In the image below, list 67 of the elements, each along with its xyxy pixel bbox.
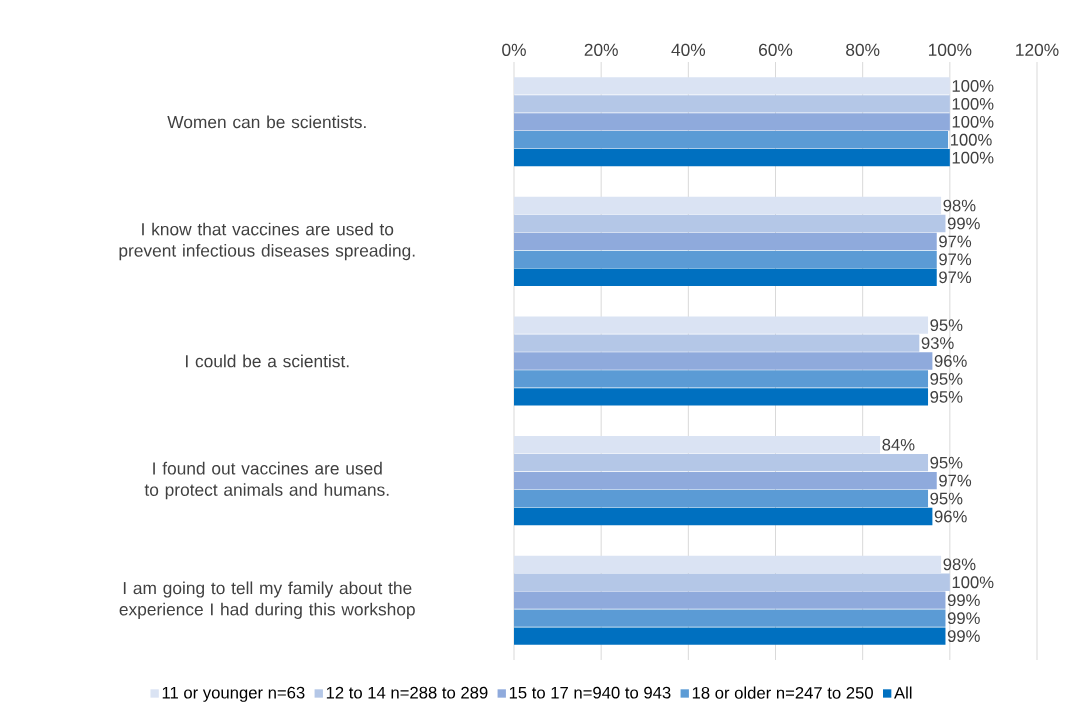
bar	[514, 334, 920, 352]
data-label: 95%	[930, 319, 963, 332]
legend-label: 12 to 14 n=288 to 289	[326, 686, 488, 699]
bar	[514, 268, 937, 286]
y-tick-label: I am going to tell my family about the experience I had during this workshop	[119, 581, 415, 619]
bar	[514, 507, 933, 526]
bar	[514, 196, 942, 215]
data-label: 95%	[930, 492, 963, 505]
legend-label: All	[894, 686, 912, 699]
data-label: 97%	[939, 271, 972, 284]
y-tick-label: I know that vaccines are used to prevent infectious diseases spreading.	[119, 222, 415, 261]
data-label: 95%	[930, 390, 963, 403]
data-label: 99%	[947, 630, 980, 642]
data-label: 100%	[952, 80, 994, 92]
x-tick-label: 20%	[584, 43, 618, 56]
bar	[514, 95, 950, 113]
bar	[514, 214, 946, 233]
x-tick-label: 120%	[1016, 43, 1059, 56]
data-label: 97%	[939, 235, 972, 248]
data-label: 98%	[943, 558, 976, 571]
data-label: 96%	[934, 510, 967, 523]
data-label: 99%	[947, 612, 980, 625]
bar	[514, 471, 937, 490]
x-tick-label: 60%	[759, 43, 793, 56]
data-label: 100%	[952, 151, 994, 164]
data-label: 95%	[930, 373, 963, 385]
data-label: 97%	[939, 474, 972, 487]
legend-label: 11 or younger n=63	[162, 686, 305, 702]
x-tick-label: 100%	[928, 43, 972, 56]
data-label: 98%	[943, 199, 976, 212]
x-tick-label: 80%	[846, 43, 880, 56]
data-label: 100%	[952, 115, 994, 128]
bar	[514, 232, 937, 251]
data-label: 100%	[952, 97, 994, 110]
data-label: 100%	[952, 576, 994, 589]
bar	[514, 370, 929, 388]
x-tick-label: 40%	[671, 43, 706, 56]
bar	[514, 555, 942, 573]
data-label: 99%	[947, 594, 980, 607]
x-tick-label: 0%	[502, 43, 526, 56]
y-tick-label: I could be a scientist.	[186, 354, 349, 368]
y-tick-label: Women can be scientists.	[167, 115, 366, 129]
legend-label: 15 to 17 n=940 to 943	[509, 686, 671, 699]
bar	[514, 149, 950, 167]
data-label: 99%	[947, 217, 980, 230]
bar	[514, 627, 946, 645]
bar	[514, 609, 946, 627]
bar	[514, 591, 946, 609]
bar	[514, 489, 929, 508]
bar	[514, 316, 929, 334]
bar	[514, 436, 881, 454]
bar	[514, 388, 929, 406]
data-label: 97%	[939, 253, 972, 266]
bar	[514, 453, 929, 472]
bar	[514, 573, 950, 591]
y-tick-label: I found out vaccines are used to protect animals and humans.	[144, 461, 389, 500]
data-label: 95%	[930, 456, 963, 469]
bar	[514, 131, 949, 149]
data-label: 96%	[934, 355, 967, 367]
bar	[514, 113, 950, 131]
data-label: 93%	[921, 337, 954, 349]
legend-label: 18 or older n=247 to 250	[692, 686, 873, 699]
data-label: 84%	[882, 438, 915, 451]
data-label: 100%	[950, 133, 992, 146]
bar	[514, 352, 933, 370]
bar	[514, 250, 937, 269]
bar	[514, 77, 950, 95]
